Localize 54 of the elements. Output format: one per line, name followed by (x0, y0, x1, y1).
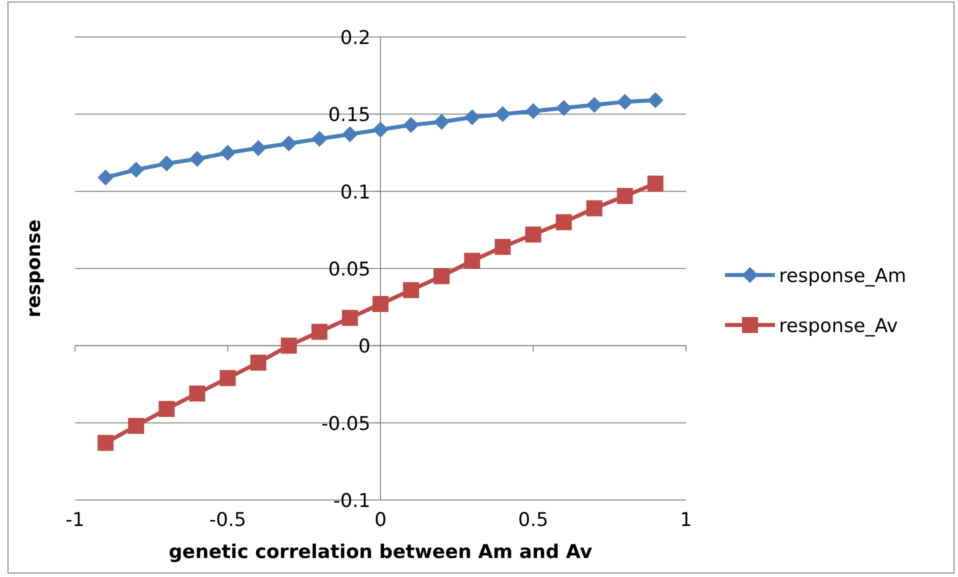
y-axis-title: response (23, 220, 45, 318)
x-tick-label: -0.5 (209, 509, 246, 531)
y-tick-label: 0 (358, 336, 370, 358)
point (494, 106, 511, 122)
point (158, 156, 175, 172)
point (372, 122, 388, 138)
point (189, 150, 206, 167)
point (434, 268, 450, 284)
point (220, 144, 236, 161)
point (342, 310, 358, 326)
point (250, 140, 266, 156)
point (556, 214, 572, 230)
x-tick-label: -1 (66, 509, 84, 531)
x-axis-title: genetic correlation between Am and Av (168, 541, 593, 563)
point (342, 126, 358, 142)
point (434, 114, 450, 130)
point (494, 238, 511, 255)
x-tick-label: 1 (680, 509, 692, 531)
point (616, 188, 633, 204)
point (525, 226, 542, 243)
point (250, 354, 266, 371)
legend-label: response_Am (779, 265, 906, 287)
point (586, 96, 602, 113)
point (403, 116, 420, 133)
point (556, 100, 572, 116)
point (464, 109, 480, 126)
y-tick-label: -0.05 (321, 412, 370, 435)
y-tick-label: 0.1 (340, 181, 370, 204)
point (98, 169, 114, 186)
point (98, 434, 114, 451)
point (647, 176, 664, 192)
x-tick-label: 0.5 (518, 509, 548, 531)
point (280, 338, 297, 354)
point (128, 162, 144, 178)
point (647, 92, 664, 108)
point (403, 282, 420, 298)
y-tick-label: 0.2 (340, 27, 370, 49)
point (464, 252, 480, 269)
x-tick-label: 0 (374, 509, 387, 531)
point (311, 324, 328, 340)
point (220, 370, 236, 386)
point (372, 296, 388, 312)
y-tick-label: -0.1 (333, 490, 370, 512)
point (189, 386, 206, 402)
point (311, 130, 328, 147)
point (280, 135, 297, 152)
point (586, 200, 602, 216)
point (158, 400, 175, 417)
point (128, 418, 144, 434)
y-tick-label: 0.15 (328, 104, 370, 126)
y-tick-label: 0.05 (328, 258, 370, 280)
point (616, 94, 633, 110)
point (525, 103, 542, 120)
legend-label: response_Av (779, 315, 898, 337)
